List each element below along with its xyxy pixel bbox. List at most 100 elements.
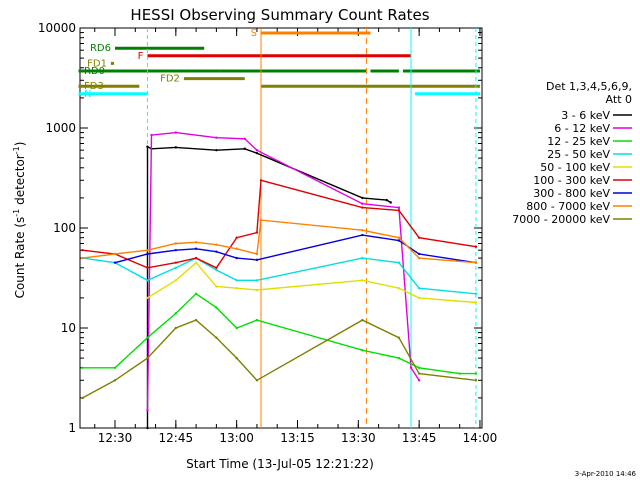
series-point [113, 252, 117, 256]
series-point [255, 288, 259, 292]
y-axis-label-mid: detector [13, 154, 27, 209]
y-tick-label: 1000 [45, 121, 76, 135]
series-point [194, 261, 198, 264]
y-tick-label: 10000 [38, 21, 76, 35]
series-point [255, 318, 259, 322]
series-point [361, 202, 364, 205]
y-axis-label-end: ) [13, 142, 27, 147]
series-point [255, 252, 259, 256]
series-point [397, 287, 401, 290]
flag-label-fd3: FD3 [84, 81, 104, 92]
series-point [397, 209, 401, 212]
series-point [215, 148, 218, 152]
series-point [194, 256, 198, 260]
series-point [235, 247, 238, 250]
series-point [255, 231, 259, 234]
series-point [259, 218, 263, 222]
legend-entry-label: 12 - 25 keV [547, 135, 610, 148]
series-point [174, 261, 178, 264]
legend-entry-label: 6 - 12 keV [554, 122, 610, 135]
legend-entry-label: 100 - 300 keV [533, 174, 610, 187]
series-point [397, 206, 401, 209]
series-point [255, 279, 259, 282]
series-point [146, 356, 149, 360]
y-tick-label: 100 [53, 221, 76, 235]
series-point [397, 261, 401, 264]
series-point [474, 261, 478, 264]
series-point [215, 136, 218, 139]
series-point [397, 356, 401, 360]
series-point [474, 301, 478, 304]
series-point [389, 201, 392, 204]
series-point [474, 379, 478, 382]
series-point [235, 356, 238, 360]
series-point [146, 426, 149, 430]
series-point [174, 312, 178, 315]
footer-date: 3-Apr-2010 14:46 [575, 470, 637, 478]
y-tick-label: 10 [61, 321, 76, 335]
legend-entry-label: 25 - 50 keV [547, 148, 610, 161]
series-line-4 [147, 261, 476, 304]
y-axis-label-sup2: -1 [12, 146, 21, 154]
legend-entry-label: 3 - 6 keV [561, 109, 610, 122]
series-point [81, 396, 84, 400]
series-point [215, 268, 218, 272]
legend-header-line: Att 0 [606, 93, 632, 106]
series-point [255, 151, 259, 155]
series-point [397, 336, 401, 339]
series-point [235, 256, 238, 260]
series-point [215, 336, 218, 339]
series-point [150, 133, 153, 137]
series-line-1 [146, 131, 420, 411]
series-point [458, 372, 461, 375]
series-point [113, 261, 117, 264]
series-point [146, 145, 149, 148]
series-point [235, 236, 238, 239]
y-axis-label-main: Count Rate (s [13, 217, 27, 299]
x-tick-label: 12:45 [159, 431, 194, 445]
series-line-0 [146, 145, 392, 428]
series-point [194, 241, 198, 244]
series-point [194, 318, 198, 322]
series-point [417, 366, 421, 369]
series-point [243, 137, 246, 140]
legend-entry-label: 800 - 7000 keV [526, 200, 610, 213]
series-point [361, 233, 364, 237]
series-point [146, 296, 149, 300]
series-point [174, 146, 178, 149]
series-point [113, 366, 117, 369]
legend-header-line: Det 1,3,4,5,6,9, [546, 80, 632, 93]
series-point [146, 252, 149, 256]
series-point [146, 336, 149, 339]
series-point [417, 379, 421, 382]
series-point [361, 318, 364, 322]
legend-entry-label: 50 - 100 keV [540, 161, 610, 174]
x-tick-label: 12:30 [98, 431, 133, 445]
series-point [174, 326, 178, 330]
series-line-3 [82, 257, 476, 295]
flag-label-n: N [84, 89, 91, 100]
series-point [397, 236, 401, 239]
series-point [361, 229, 364, 232]
series-layer [81, 131, 478, 430]
flag-label-rd0: RD0 [84, 66, 105, 77]
series-point [417, 296, 421, 300]
series-point [174, 131, 178, 134]
series-point [194, 292, 198, 295]
series-point [215, 285, 218, 288]
series-point [81, 366, 84, 369]
series-point [81, 256, 84, 260]
series-line-8 [82, 319, 476, 399]
series-point [255, 379, 259, 382]
series-point [81, 248, 84, 252]
series-point [259, 179, 263, 182]
x-tick-label: 14:00 [463, 431, 498, 445]
x-tick-label: 13:00 [219, 431, 254, 445]
flag-label-rd6: RD6 [90, 43, 111, 54]
series-point [243, 147, 246, 150]
series-point [174, 266, 178, 269]
